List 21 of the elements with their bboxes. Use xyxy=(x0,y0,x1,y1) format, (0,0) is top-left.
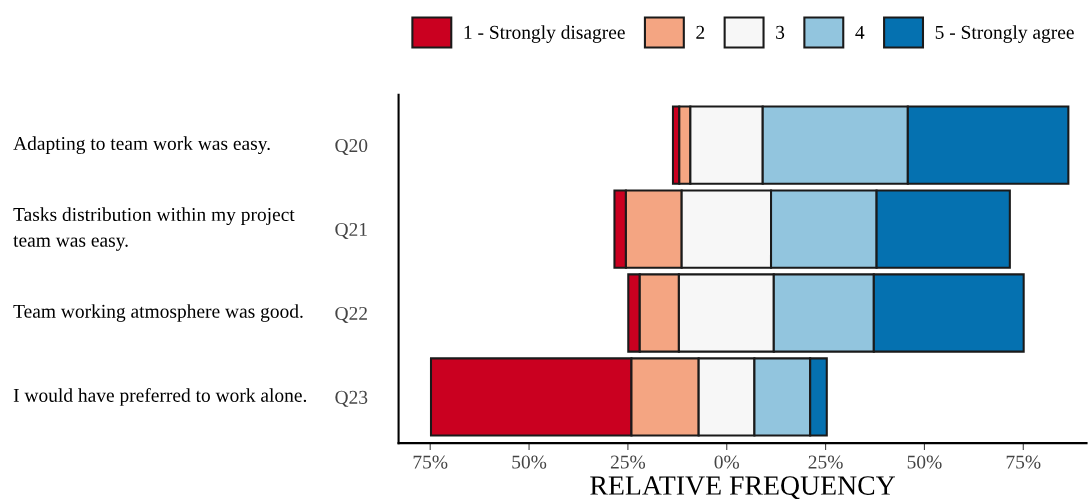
text: Team working atmosphere was good. xyxy=(13,304,303,322)
y-tick-label: Q20 xyxy=(335,138,368,156)
x-tick-label: 50% xyxy=(907,455,942,469)
x-tick-label: 75% xyxy=(1006,455,1041,469)
x-tick-label: 50% xyxy=(512,455,547,469)
y-tick-label: Q22 xyxy=(335,306,367,323)
x-tick-label: 75% xyxy=(413,455,448,469)
text: Adapting to team work was easy. xyxy=(13,136,270,155)
legend-label: 5 - Strongly agree xyxy=(935,25,1074,43)
y-tick-label: Q21 xyxy=(335,222,367,239)
text: I would have preferred to work alone. xyxy=(13,388,307,406)
x-tick-label: 25% xyxy=(808,455,843,469)
legend-label: 3 xyxy=(776,25,785,39)
y-tick-label: Q23 xyxy=(335,390,368,407)
legend-label: 4 xyxy=(855,25,865,39)
x-axis-title: RELATIVE FREQUENCY xyxy=(590,476,896,499)
text: Tasks distribution within my project team was easy. xyxy=(13,207,295,251)
legend-label: 2 xyxy=(696,25,705,39)
x-tick-label: 0% xyxy=(714,455,740,469)
x-tick-label: 25% xyxy=(610,455,646,469)
legend-label: 1 - Strongly disagree xyxy=(464,25,625,43)
